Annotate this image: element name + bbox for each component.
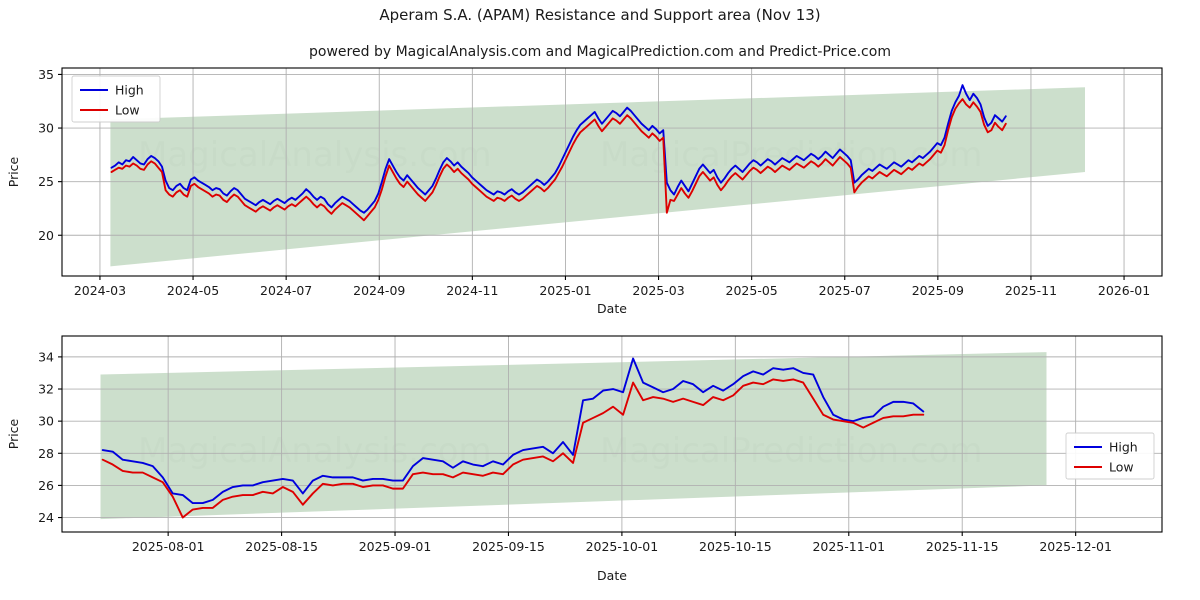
x-tick-label: 2026-01 (1098, 283, 1150, 298)
x-tick-label: 2025-03 (632, 283, 684, 298)
legend-label-high: High (1109, 440, 1138, 455)
y-tick-label: 34 (38, 349, 54, 364)
x-tick-label: 2025-09-15 (472, 539, 545, 554)
x-tick-label: 2025-11-01 (812, 539, 885, 554)
y-tick-label: 26 (38, 478, 54, 493)
x-tick-label: 2024-11 (446, 283, 498, 298)
y-tick-label: 35 (38, 67, 54, 82)
legend-label-high: High (115, 83, 144, 98)
x-tick-label: 2025-09 (912, 283, 964, 298)
y-tick-label: 30 (38, 414, 54, 429)
chart-panel-bottom: MagicalAnalysis.comMagicalPrediction.com… (6, 335, 1163, 583)
y-tick-label: 32 (38, 382, 54, 397)
x-axis-label: Date (597, 301, 627, 316)
x-tick-label: 2025-10-15 (699, 539, 772, 554)
x-tick-label: 2025-05 (726, 283, 778, 298)
legend-top: High Low (71, 75, 161, 123)
axis-frame (61, 335, 1163, 533)
y-axis-label: Price (6, 156, 21, 187)
legend-bottom: High Low (1065, 432, 1155, 480)
x-tick-label: 2025-07 (819, 283, 871, 298)
x-axis-label: Date (597, 568, 627, 583)
y-tick-label: 24 (38, 510, 54, 525)
axis-frame (61, 67, 1163, 277)
x-tick-label: 2025-11-15 (926, 539, 999, 554)
x-tick-label: 2025-10-01 (586, 539, 659, 554)
x-tick-label: 2025-08-01 (132, 539, 205, 554)
x-tick-label: 2024-03 (74, 283, 126, 298)
series-line-high (101, 357, 925, 505)
y-axis-label: Price (6, 418, 21, 449)
resistance-support-band (110, 87, 1085, 267)
x-tick-label: 2025-09-01 (359, 539, 432, 554)
y-tick-label: 25 (38, 174, 54, 189)
x-tick-label: 2024-05 (167, 283, 219, 298)
y-tick-label: 20 (38, 228, 54, 243)
series-line-low (110, 98, 1007, 222)
x-tick-label: 2025-11 (1005, 283, 1057, 298)
x-tick-label: 2024-07 (260, 283, 312, 298)
x-tick-label: 2025-01 (539, 283, 591, 298)
x-tick-label: 2024-09 (353, 283, 405, 298)
page-subtitle: powered by MagicalAnalysis.com and Magic… (309, 44, 891, 60)
y-tick-label: 28 (38, 446, 54, 461)
series-line-low (101, 378, 925, 519)
legend-label-low: Low (115, 103, 140, 118)
y-tick-label: 30 (38, 121, 54, 136)
chart-panel-top: MagicalAnalysis.comMagicalPrediction.com… (6, 67, 1163, 316)
series-line-high (110, 84, 1007, 214)
x-tick-label: 2025-12-01 (1039, 539, 1112, 554)
page-title: Aperam S.A. (APAM) Resistance and Suppor… (379, 6, 821, 24)
x-tick-label: 2025-08-15 (245, 539, 318, 554)
legend-label-low: Low (1109, 460, 1134, 475)
